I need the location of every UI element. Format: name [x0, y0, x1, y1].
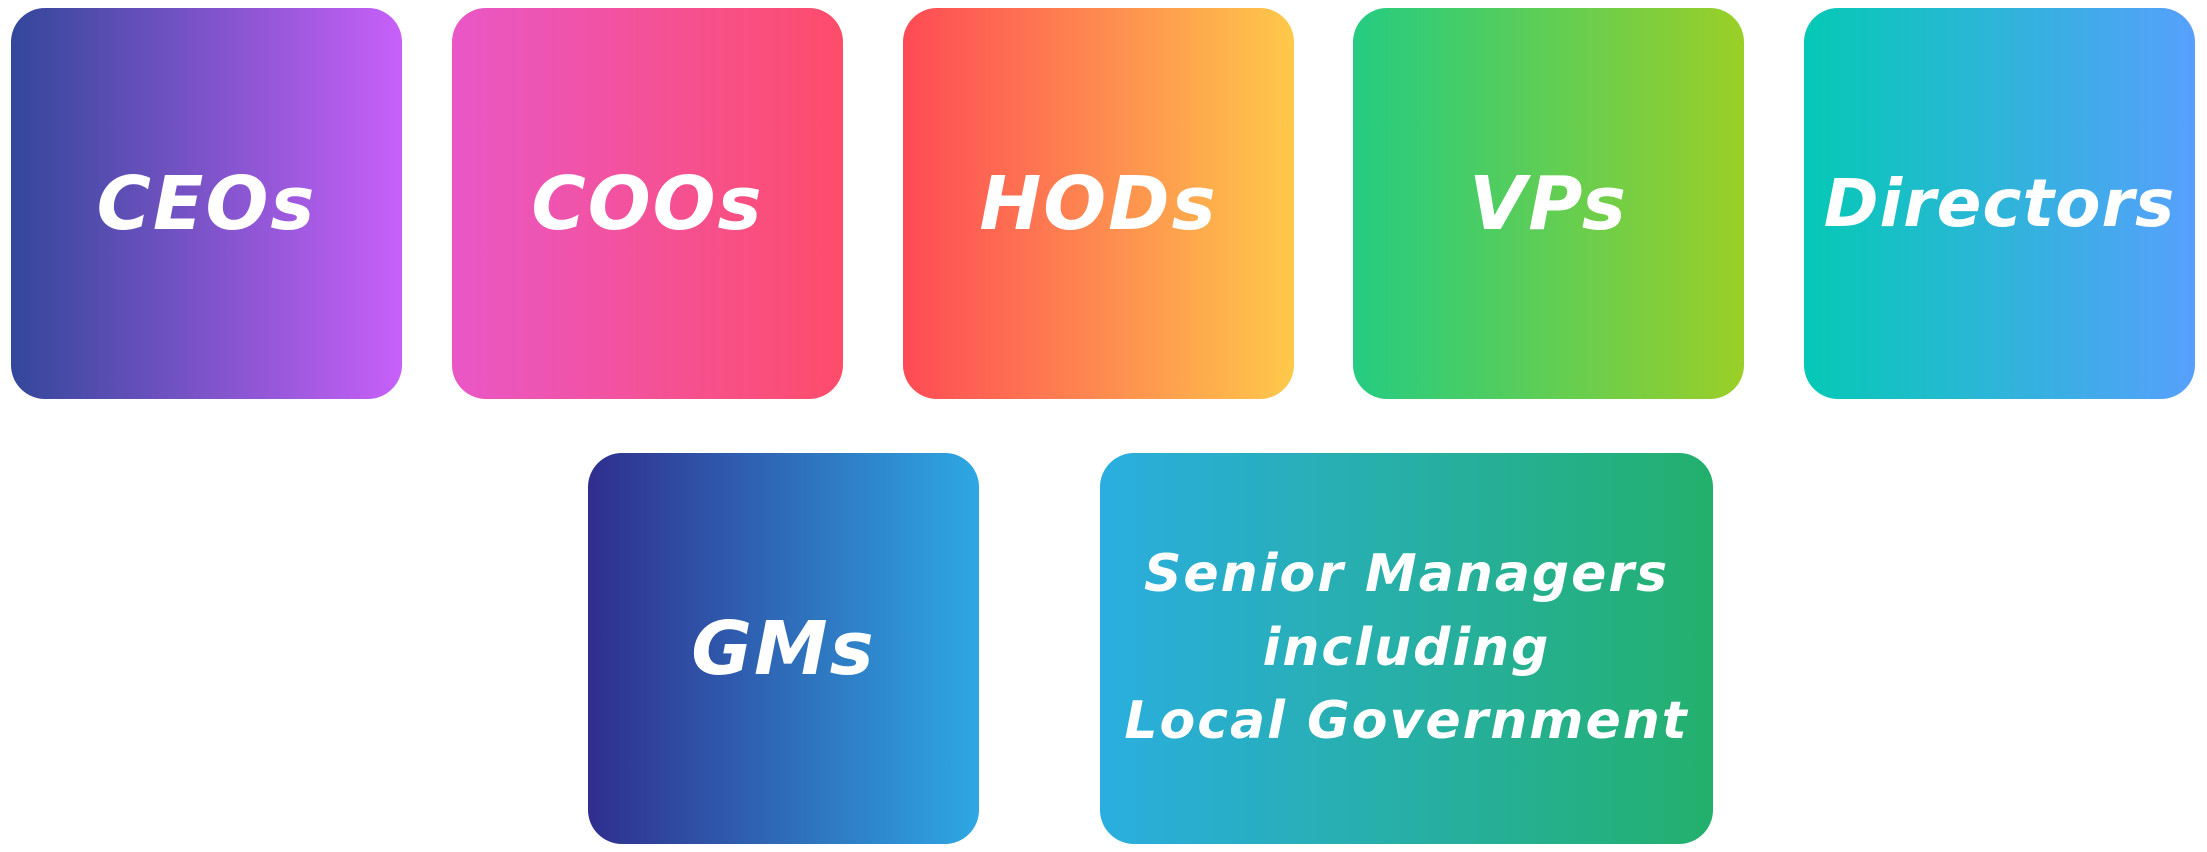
tile-vps: VPs — [1353, 8, 1744, 399]
tile-label: VPs — [1469, 160, 1628, 247]
tile-senior-managers: Senior Managers including Local Governme… — [1100, 453, 1713, 844]
tile-label: Directors — [1823, 164, 2176, 242]
tile-label-line: including — [1262, 617, 1551, 678]
tile-gms: GMs — [588, 453, 979, 844]
tile-directors: Directors — [1804, 8, 2195, 399]
tile-coos: COOs — [452, 8, 843, 399]
tile-ceos: CEOs — [11, 8, 402, 399]
tile-label: COOs — [531, 160, 764, 247]
tile-label-multiline: Senior Managers including Local Governme… — [1124, 538, 1688, 759]
tile-label-line: Senior Managers — [1143, 543, 1670, 604]
tile-label: HODs — [979, 160, 1218, 247]
tile-label-line: Local Government — [1124, 691, 1689, 752]
tile-label: GMs — [691, 605, 876, 692]
tile-label: CEOs — [96, 160, 317, 247]
tile-hods: HODs — [903, 8, 1294, 399]
